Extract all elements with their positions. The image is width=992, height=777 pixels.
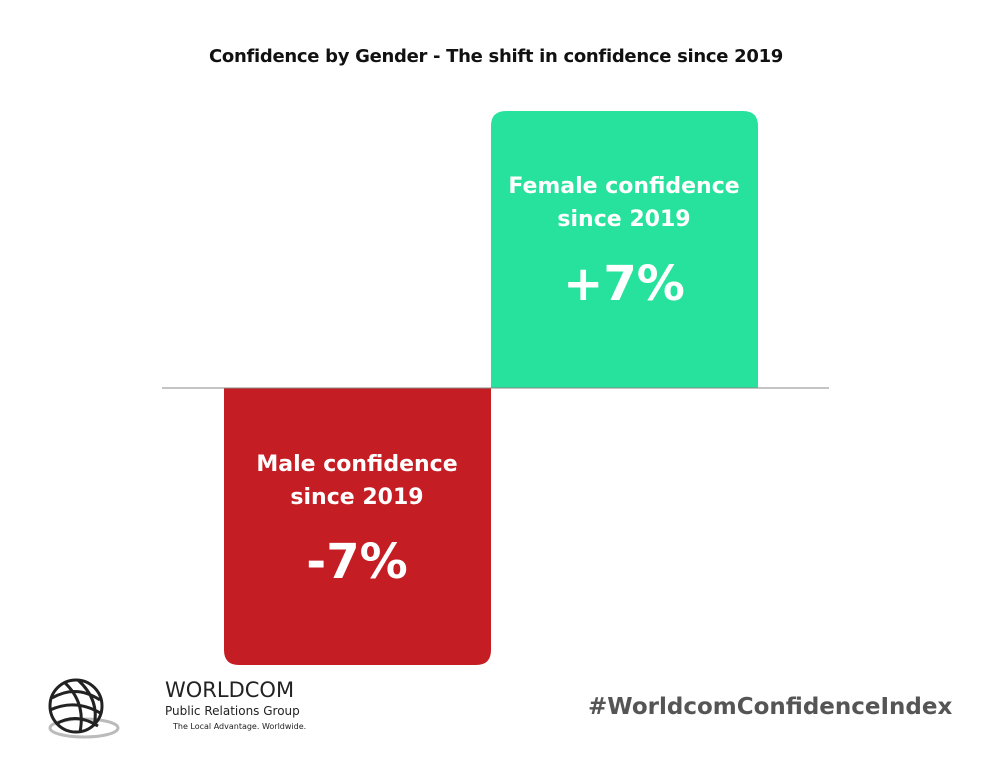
logo-tagline: The Local Advantage. Worldwide. bbox=[173, 722, 307, 731]
data-label: +7% bbox=[563, 256, 685, 312]
bar-negative bbox=[224, 388, 491, 665]
logo-sub: Public Relations Group bbox=[165, 704, 300, 718]
hashtag: #WorldcomConfidenceIndex bbox=[588, 694, 953, 720]
category-label: Female confidence bbox=[508, 174, 740, 199]
bar-positive bbox=[491, 111, 758, 388]
logo-name: WORLDCOM bbox=[165, 678, 295, 702]
bar-label-male: Male confidence since 2019 -7% bbox=[224, 448, 490, 590]
worldcom-logo: WORLDCOM Public Relations Group The Loca… bbox=[42, 676, 342, 742]
chart-title: Confidence by Gender - The shift in conf… bbox=[208, 46, 784, 67]
globe-icon bbox=[48, 678, 120, 739]
category-label: Male confidence bbox=[256, 452, 458, 477]
data-label: -7% bbox=[306, 534, 408, 590]
category-label: since 2019 bbox=[557, 207, 691, 232]
bar-label-female: Female confidence since 2019 +7% bbox=[491, 170, 757, 312]
category-label: since 2019 bbox=[290, 485, 424, 510]
